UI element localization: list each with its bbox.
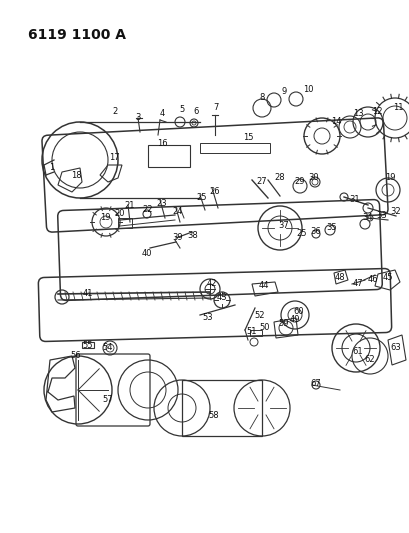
Text: 59: 59 xyxy=(278,319,288,327)
Text: 12: 12 xyxy=(371,108,381,117)
Text: 35: 35 xyxy=(326,223,337,232)
Text: 9: 9 xyxy=(281,86,286,95)
Text: 36: 36 xyxy=(310,228,321,237)
Text: 18: 18 xyxy=(70,172,81,181)
Text: 32: 32 xyxy=(390,207,400,216)
Text: 63: 63 xyxy=(390,343,400,352)
Text: 15: 15 xyxy=(242,133,253,141)
Text: 40: 40 xyxy=(142,248,152,257)
Text: 1: 1 xyxy=(49,164,54,173)
Text: 48: 48 xyxy=(334,272,344,281)
Text: 51: 51 xyxy=(246,327,256,336)
Text: 34: 34 xyxy=(362,214,373,222)
Text: 46: 46 xyxy=(367,276,378,285)
Text: 11: 11 xyxy=(392,102,402,111)
Text: 67: 67 xyxy=(310,379,321,389)
Text: 13: 13 xyxy=(352,109,362,117)
Text: 8: 8 xyxy=(258,93,264,102)
Text: 49: 49 xyxy=(289,316,299,325)
Text: 37: 37 xyxy=(278,221,289,230)
Text: 10: 10 xyxy=(302,85,312,94)
Text: 39: 39 xyxy=(172,233,183,243)
Text: 54: 54 xyxy=(103,343,113,352)
Text: 55: 55 xyxy=(83,341,93,350)
Text: 19: 19 xyxy=(384,174,394,182)
Text: 22: 22 xyxy=(142,206,153,214)
Text: 20: 20 xyxy=(115,208,125,217)
Bar xyxy=(118,218,132,228)
Text: 25: 25 xyxy=(196,193,207,203)
Text: 53: 53 xyxy=(202,313,213,322)
Text: 61: 61 xyxy=(352,348,362,357)
Bar xyxy=(148,145,189,167)
Text: 27: 27 xyxy=(256,177,267,187)
Text: 45: 45 xyxy=(382,273,392,282)
Text: 24: 24 xyxy=(172,206,183,215)
Text: 47: 47 xyxy=(352,279,362,287)
Text: 4: 4 xyxy=(159,109,164,118)
Text: 16: 16 xyxy=(156,140,167,149)
Text: 21: 21 xyxy=(124,200,135,209)
Text: 2: 2 xyxy=(112,108,117,117)
Text: 52: 52 xyxy=(254,311,265,320)
Text: 23: 23 xyxy=(156,199,167,208)
Text: 6119 1100 A: 6119 1100 A xyxy=(28,28,126,42)
Text: 41: 41 xyxy=(83,289,93,298)
Text: 6: 6 xyxy=(193,108,198,117)
Bar xyxy=(82,342,94,348)
Text: 33: 33 xyxy=(376,211,387,220)
Bar xyxy=(182,380,261,436)
Text: 29: 29 xyxy=(294,176,305,185)
Bar xyxy=(249,330,261,336)
Text: 5: 5 xyxy=(179,106,184,115)
Text: 30: 30 xyxy=(308,174,319,182)
Text: 43: 43 xyxy=(216,294,227,303)
Text: 31: 31 xyxy=(349,195,360,204)
Text: 58: 58 xyxy=(208,410,219,419)
Text: 3: 3 xyxy=(135,114,140,123)
Text: 38: 38 xyxy=(187,230,198,239)
Text: 26: 26 xyxy=(209,187,220,196)
Text: 7: 7 xyxy=(213,103,218,112)
Text: 19: 19 xyxy=(99,214,110,222)
Text: 42: 42 xyxy=(206,279,217,288)
Text: 60: 60 xyxy=(293,308,303,317)
Text: 25: 25 xyxy=(296,230,306,238)
Text: 28: 28 xyxy=(274,174,285,182)
Text: 50: 50 xyxy=(259,324,270,333)
Text: 44: 44 xyxy=(258,281,269,290)
Bar xyxy=(200,143,270,153)
Text: 14: 14 xyxy=(330,117,340,125)
Text: 62: 62 xyxy=(364,356,374,365)
Text: 56: 56 xyxy=(70,351,81,359)
Text: 57: 57 xyxy=(102,395,113,405)
Text: 17: 17 xyxy=(108,152,119,161)
